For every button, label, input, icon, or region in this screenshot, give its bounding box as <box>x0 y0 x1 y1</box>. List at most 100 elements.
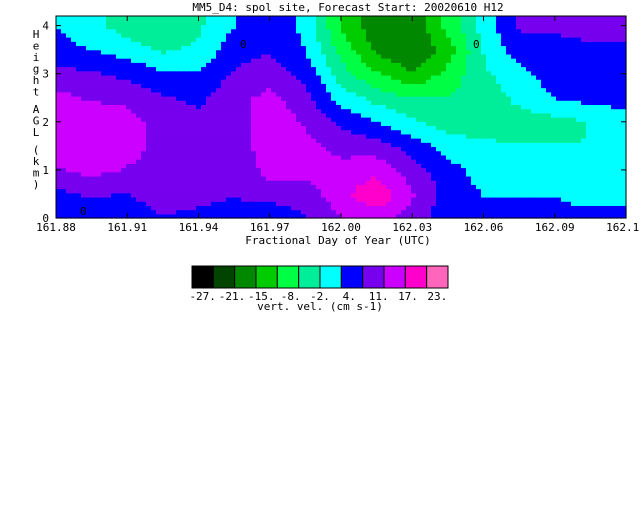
heatmap-cell <box>236 32 242 38</box>
heatmap-cell <box>96 32 102 38</box>
heatmap-cell <box>416 70 422 76</box>
heatmap-cell <box>201 150 207 156</box>
heatmap-cell <box>331 49 337 55</box>
heatmap-cell <box>271 108 277 114</box>
heatmap-cell <box>536 95 542 101</box>
heatmap-cell <box>346 142 352 148</box>
heatmap-cell <box>481 91 487 97</box>
heatmap-cell <box>426 32 432 38</box>
heatmap-cell <box>241 58 247 63</box>
heatmap-cell <box>406 58 412 63</box>
heatmap-cell <box>581 146 587 152</box>
heatmap-cell <box>86 188 92 194</box>
heatmap-cell <box>451 79 457 84</box>
heatmap-cell <box>101 180 107 185</box>
heatmap-cell <box>261 66 267 72</box>
heatmap-cell <box>271 49 277 55</box>
heatmap-cell <box>591 108 597 114</box>
heatmap-cell <box>546 196 552 202</box>
heatmap-cell <box>106 196 112 202</box>
heatmap-cell <box>566 159 572 164</box>
heatmap-cell <box>366 163 372 169</box>
heatmap-cell <box>156 41 162 47</box>
heatmap-cell <box>466 196 472 202</box>
heatmap-cell <box>56 74 62 80</box>
heatmap-cell <box>566 83 572 89</box>
heatmap-cell <box>476 108 482 114</box>
heatmap-cell <box>446 95 452 101</box>
heatmap-cell <box>176 95 182 101</box>
heatmap-cell <box>276 117 282 122</box>
heatmap-cell <box>216 138 222 143</box>
heatmap-cell <box>301 175 307 181</box>
heatmap-cell <box>276 188 282 194</box>
heatmap-cell <box>186 142 192 148</box>
heatmap-cell <box>521 95 527 101</box>
heatmap-cell <box>561 146 567 152</box>
heatmap-cell <box>86 41 92 47</box>
heatmap-cell <box>551 95 557 101</box>
heatmap-cell <box>331 192 337 198</box>
heatmap-cell <box>486 205 492 211</box>
heatmap-cell <box>106 175 112 181</box>
heatmap-cell <box>116 125 122 131</box>
heatmap-cell <box>61 167 67 173</box>
heatmap-cell <box>211 41 217 47</box>
heatmap-cell <box>506 41 512 47</box>
heatmap-cell <box>106 117 112 122</box>
heatmap-cell <box>266 188 272 194</box>
heatmap-cell <box>486 108 492 114</box>
heatmap-cell <box>261 171 267 177</box>
heatmap-cell <box>376 167 382 173</box>
heatmap-cell <box>246 192 252 198</box>
heatmap-cell <box>116 58 122 63</box>
heatmap-cell <box>436 70 442 76</box>
heatmap-cell <box>426 74 432 80</box>
heatmap-cell <box>186 41 192 47</box>
heatmap-cell <box>216 205 222 211</box>
heatmap-cell <box>201 100 207 105</box>
heatmap-cell <box>541 163 547 169</box>
heatmap-cell <box>206 45 212 51</box>
heatmap-cell <box>456 159 462 164</box>
heatmap-cell <box>431 49 437 55</box>
heatmap-cell <box>96 159 102 164</box>
heatmap-cell <box>366 188 372 194</box>
heatmap-cell <box>241 159 247 164</box>
heatmap-cell <box>351 209 357 215</box>
heatmap-cell <box>346 32 352 38</box>
heatmap-cell <box>311 138 317 143</box>
heatmap-cell <box>416 138 422 143</box>
heatmap-cell <box>391 167 397 173</box>
heatmap-cell <box>586 167 592 173</box>
heatmap-cell <box>271 133 277 139</box>
heatmap-cell <box>581 53 587 59</box>
heatmap-cell <box>391 159 397 164</box>
heatmap-cell <box>171 133 177 139</box>
heatmap-cell <box>551 100 557 105</box>
heatmap-cell <box>101 58 107 63</box>
heatmap-cell <box>601 138 607 143</box>
heatmap-cell <box>376 129 382 135</box>
heatmap-cell <box>251 112 257 118</box>
heatmap-cell <box>431 121 437 127</box>
heatmap-cell <box>541 142 547 148</box>
heatmap-cell <box>201 117 207 122</box>
heatmap-cell <box>406 125 412 131</box>
heatmap-cell <box>441 74 447 80</box>
heatmap-cell <box>611 37 617 42</box>
heatmap-cell <box>91 133 97 139</box>
heatmap-cell <box>361 154 367 160</box>
heatmap-cell <box>616 171 622 177</box>
heatmap-cell <box>301 45 307 51</box>
heatmap-cell <box>406 100 412 105</box>
heatmap-cell <box>176 129 182 135</box>
heatmap-cell <box>76 49 82 55</box>
heatmap-cell <box>346 49 352 55</box>
heatmap-cell <box>141 62 147 68</box>
heatmap-cell <box>76 175 82 181</box>
heatmap-cell <box>296 108 302 114</box>
heatmap-cell <box>161 41 167 47</box>
heatmap-cell <box>371 112 377 118</box>
heatmap-cell <box>356 79 362 84</box>
